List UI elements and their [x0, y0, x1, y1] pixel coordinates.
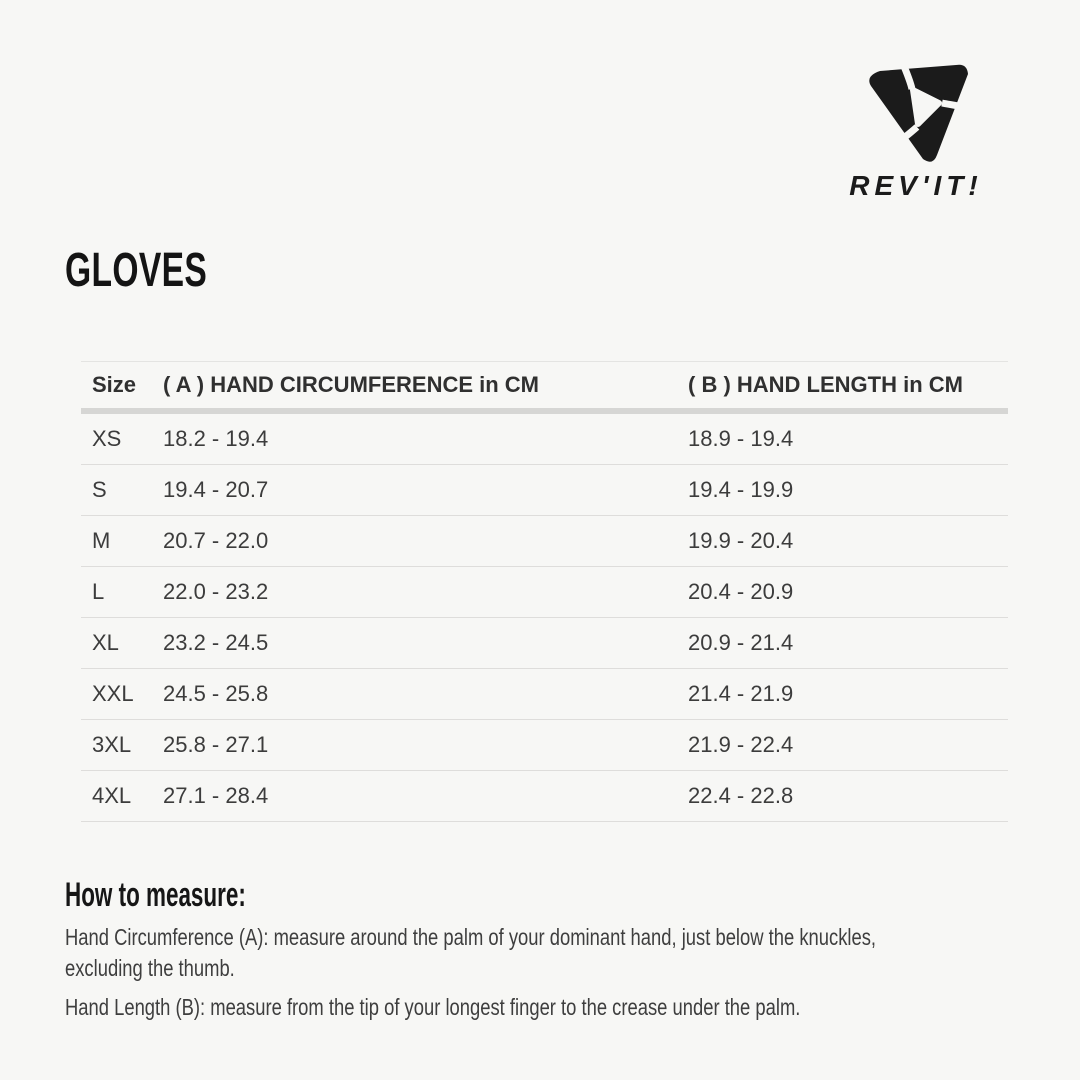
size-table-body: XS 18.2 - 19.4 18.9 - 19.4 S 19.4 - 20.7… — [81, 414, 1008, 822]
hand-length-cell: 21.4 - 21.9 — [688, 681, 794, 706]
size-cell: L — [92, 579, 105, 604]
size-cell: S — [92, 477, 107, 502]
size-cell: 3XL — [92, 732, 132, 757]
table-row: S 19.4 - 20.7 19.4 - 19.9 — [81, 465, 1008, 516]
column-header-hand-length: ( B ) HAND LENGTH in CM — [688, 372, 963, 397]
size-table-header-row: Size ( A ) HAND CIRCUMFERENCE in CM ( B … — [81, 361, 1008, 408]
hand-circumference-cell: 20.7 - 22.0 — [163, 528, 269, 553]
instruction-line: Hand Circumference (A): measure around t… — [65, 924, 877, 950]
table-header-rule — [81, 408, 1008, 414]
size-cell: 4XL — [92, 783, 132, 808]
hand-length-cell: 20.9 - 21.4 — [688, 630, 794, 655]
hand-length-cell: 22.4 - 22.8 — [688, 783, 794, 808]
hand-length-cell: 19.4 - 19.9 — [688, 477, 794, 502]
hand-length-cell: 21.9 - 22.4 — [688, 732, 794, 757]
hand-length-cell: 20.4 - 20.9 — [688, 579, 794, 604]
hand-circumference-instruction: Hand Circumference (A): measure around t… — [65, 922, 876, 984]
size-table: Size ( A ) HAND CIRCUMFERENCE in CM ( B … — [81, 361, 1008, 822]
hand-circumference-cell: 18.2 - 19.4 — [163, 426, 269, 451]
hand-circumference-cell: 27.1 - 28.4 — [163, 783, 269, 808]
brand-logo: REV'IT! — [843, 61, 989, 200]
hand-circumference-cell: 24.5 - 25.8 — [163, 681, 269, 706]
column-header-hand-circumference: ( A ) HAND CIRCUMFERENCE in CM — [163, 372, 540, 397]
hand-circumference-cell: 23.2 - 24.5 — [163, 630, 269, 655]
size-cell: M — [92, 528, 111, 553]
hand-length-instruction: Hand Length (B): measure from the tip of… — [65, 992, 800, 1023]
revit-shield-icon — [869, 61, 968, 162]
how-to-measure-heading: How to measure: — [65, 876, 246, 914]
brand-wordmark: REV'IT! — [849, 170, 983, 201]
hand-circumference-cell: 25.8 - 27.1 — [163, 732, 269, 757]
hand-circumference-cell: 22.0 - 23.2 — [163, 579, 269, 604]
size-cell: XXL — [92, 681, 134, 706]
table-row: XS 18.2 - 19.4 18.9 - 19.4 — [81, 414, 1008, 465]
table-row: 3XL 25.8 - 27.1 21.9 - 22.4 — [81, 720, 1008, 771]
table-row: XXL 24.5 - 25.8 21.4 - 21.9 — [81, 669, 1008, 720]
page-title: GLOVES — [65, 244, 208, 297]
column-header-size: Size — [92, 372, 137, 397]
size-cell: XS — [92, 426, 122, 451]
table-row: 4XL 27.1 - 28.4 22.4 - 22.8 — [81, 771, 1008, 822]
hand-circumference-cell: 19.4 - 20.7 — [163, 477, 269, 502]
instruction-line: Hand Length (B): measure from the tip of… — [65, 994, 801, 1020]
table-row: L 22.0 - 23.2 20.4 - 20.9 — [81, 567, 1008, 618]
table-row: M 20.7 - 22.0 19.9 - 20.4 — [81, 516, 1008, 567]
instruction-line: excluding the thumb. — [65, 955, 235, 981]
hand-length-cell: 18.9 - 19.4 — [688, 426, 794, 451]
table-row: XL 23.2 - 24.5 20.9 - 21.4 — [81, 618, 1008, 669]
size-cell: XL — [92, 630, 119, 655]
hand-length-cell: 19.9 - 20.4 — [688, 528, 794, 553]
